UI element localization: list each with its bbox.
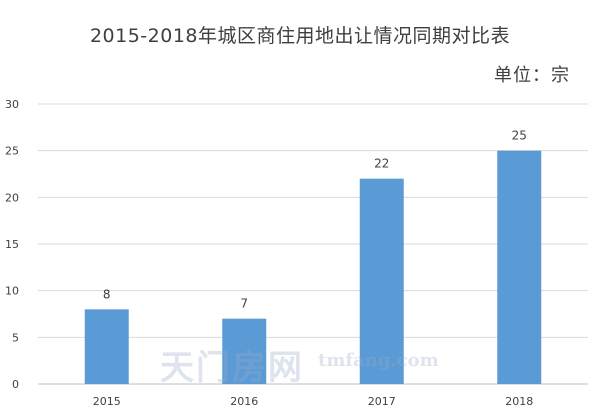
y-tick-label: 10 — [5, 285, 19, 298]
y-tick-label: 5 — [12, 331, 19, 344]
y-tick-label: 15 — [5, 238, 19, 251]
y-tick-label: 0 — [12, 378, 19, 391]
x-tick-label: 2016 — [230, 395, 258, 408]
x-tick-label: 2018 — [505, 395, 533, 408]
chart-title: 2015-2018年城区商住用地出让情况同期对比表 — [89, 25, 511, 47]
data-label: 25 — [512, 129, 527, 143]
data-label: 8 — [103, 287, 111, 301]
bars — [84, 150, 542, 384]
x-tick-label: 2015 — [93, 395, 121, 408]
gridlines — [38, 103, 588, 385]
bar-2015 — [84, 309, 129, 384]
y-tick-label: 30 — [5, 98, 19, 111]
x-axis-ticks: 2015 2016 2017 2018 — [93, 395, 534, 408]
y-axis-ticks: 0 5 10 15 20 25 30 — [5, 98, 19, 391]
data-label: 7 — [240, 297, 248, 311]
x-tick-label: 2017 — [368, 395, 396, 408]
bar-2017 — [359, 178, 404, 384]
y-tick-label: 20 — [5, 191, 19, 204]
bar-2016 — [222, 318, 267, 384]
unit-label: 单位：宗 — [494, 65, 570, 86]
data-label: 22 — [374, 157, 389, 171]
data-labels: 8 7 22 25 — [103, 129, 527, 311]
bar-2018 — [497, 150, 542, 384]
y-tick-label: 25 — [5, 145, 19, 158]
